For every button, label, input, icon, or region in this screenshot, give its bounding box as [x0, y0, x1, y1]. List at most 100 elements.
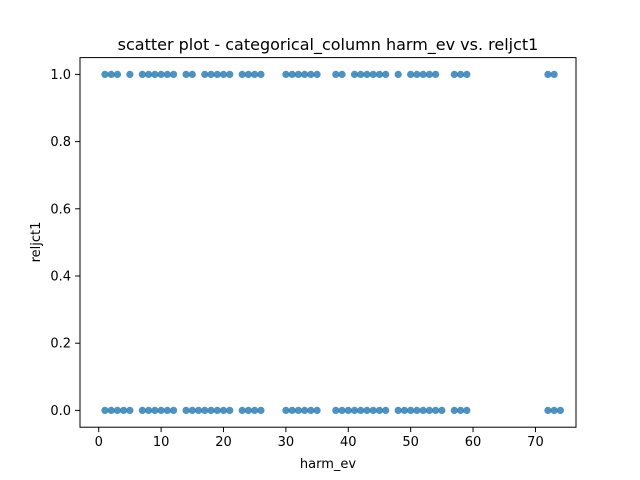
data-point [238, 406, 246, 414]
data-point [157, 70, 165, 78]
data-point [301, 70, 309, 78]
data-point [394, 406, 402, 414]
data-point [107, 70, 115, 78]
data-point [375, 406, 384, 414]
data-point [188, 70, 196, 78]
data-point [257, 70, 265, 78]
data-point [282, 70, 290, 78]
data-point [226, 70, 234, 78]
data-point [307, 70, 315, 78]
data-point [456, 406, 465, 414]
data-point [169, 406, 178, 414]
data-point [163, 406, 171, 414]
data-point [425, 406, 433, 414]
data-point [369, 406, 377, 414]
data-point [350, 70, 359, 78]
data-point [307, 406, 315, 414]
data-point [332, 70, 340, 78]
x-tick-label: 40 [340, 435, 357, 450]
data-point [382, 70, 390, 78]
data-point [344, 406, 352, 414]
data-point [375, 70, 384, 78]
data-point [169, 70, 178, 78]
data-point [363, 70, 371, 78]
data-point [463, 70, 471, 78]
data-point [138, 70, 146, 78]
data-point [282, 406, 290, 414]
data-point [400, 406, 409, 414]
x-tick-label: 60 [465, 435, 482, 450]
data-point [456, 70, 465, 78]
data-point [107, 406, 115, 414]
y-axis-ticks: 0.0 0.2 0.4 0.6 0.8 1.0 [50, 68, 80, 419]
y-tick-label: 1.0 [50, 68, 71, 83]
x-tick-label: 70 [527, 435, 544, 450]
data-point [357, 70, 365, 78]
data-point [238, 70, 246, 78]
data-point [182, 406, 190, 414]
data-point [294, 406, 302, 414]
data-point [463, 406, 471, 414]
data-point [138, 406, 146, 414]
data-point [450, 406, 458, 414]
y-axis-label: reljct1 [29, 222, 44, 263]
data-point [332, 406, 340, 414]
data-point [313, 406, 321, 414]
data-point [226, 406, 234, 414]
data-point [313, 70, 321, 78]
data-point [450, 70, 458, 78]
x-tick-label: 0 [95, 435, 103, 450]
points-layer [101, 70, 565, 414]
x-tick-label: 20 [215, 435, 232, 450]
data-point [251, 70, 259, 78]
data-point [369, 70, 377, 78]
x-axis-label: harm_ev [300, 457, 356, 472]
data-point [544, 406, 552, 414]
data-point [413, 406, 421, 414]
data-point [251, 406, 259, 414]
data-point [338, 70, 346, 78]
data-point [357, 406, 365, 414]
chart-title: scatter plot - categorical_column harm_e… [118, 35, 539, 55]
data-point [438, 406, 446, 414]
data-point [207, 406, 215, 414]
data-point [207, 70, 215, 78]
data-point [407, 70, 415, 78]
plot-frame [79, 57, 577, 428]
data-point [101, 406, 109, 414]
data-point [288, 406, 296, 414]
data-point [151, 406, 159, 414]
data-point [145, 406, 153, 414]
data-point [338, 406, 346, 414]
data-point [301, 406, 309, 414]
y-tick-label: 0.8 [50, 135, 71, 150]
y-tick-label: 0.6 [50, 202, 71, 217]
data-point [257, 406, 265, 414]
y-tick-label: 0.4 [50, 270, 71, 285]
data-point [432, 406, 440, 414]
data-point [213, 70, 221, 78]
data-point [120, 406, 128, 414]
data-point [182, 70, 190, 78]
y-tick-label: 0.2 [50, 337, 71, 352]
data-point [201, 70, 209, 78]
data-point [126, 70, 134, 78]
data-point [163, 70, 171, 78]
data-point [407, 406, 415, 414]
x-tick-label: 50 [402, 435, 419, 450]
data-point [419, 70, 427, 78]
data-point [101, 70, 109, 78]
data-point [413, 70, 421, 78]
data-point [219, 70, 228, 78]
data-point [213, 406, 221, 414]
data-point [544, 70, 552, 78]
data-point [432, 70, 440, 78]
data-point [113, 70, 122, 78]
data-point [126, 406, 134, 414]
data-point [219, 406, 228, 414]
data-point [550, 406, 558, 414]
data-point [288, 70, 296, 78]
data-point [157, 406, 165, 414]
data-point [350, 406, 359, 414]
